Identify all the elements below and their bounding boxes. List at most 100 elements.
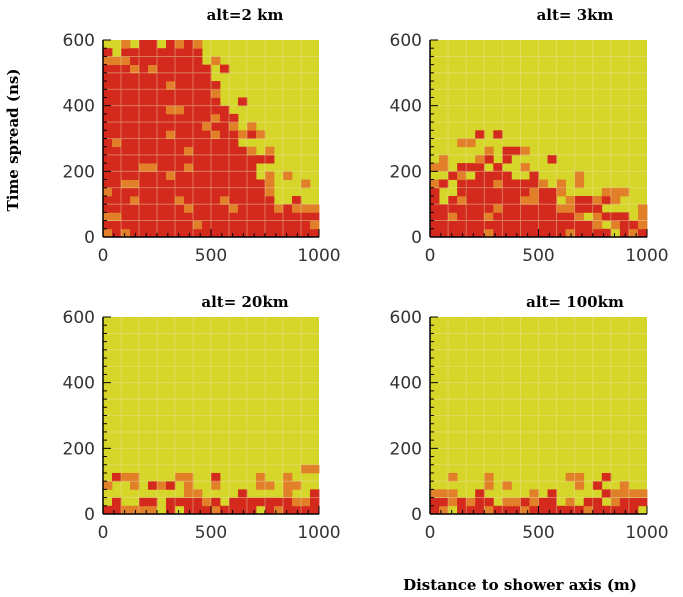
heatmap-cell	[175, 97, 185, 107]
heatmap-cell	[274, 204, 284, 213]
heatmap-cell	[148, 48, 158, 57]
heatmap-cell	[556, 220, 567, 230]
heatmap-cell	[247, 146, 257, 156]
heatmap-cell	[211, 163, 221, 172]
heatmap-cell	[130, 113, 140, 123]
heatmap-cell	[610, 212, 621, 221]
heatmap-cell	[301, 505, 311, 515]
heatmap-cell	[211, 105, 221, 115]
heatmap-cell	[157, 171, 167, 180]
heatmap-cell	[211, 97, 221, 107]
heatmap-cell	[430, 204, 440, 213]
heatmap-cell	[202, 497, 212, 507]
heatmap-cell	[139, 212, 149, 221]
heatmap-cell	[475, 195, 485, 205]
heatmap-cell	[202, 171, 212, 180]
heatmap-cell	[520, 228, 530, 238]
heatmap-cell	[430, 228, 440, 238]
heatmap-cell	[592, 204, 603, 213]
heatmap-cell	[157, 130, 167, 139]
heatmap-cell	[103, 171, 113, 180]
y-tick-label: 200	[390, 439, 422, 459]
heatmap-cell	[121, 146, 131, 156]
heatmap-cell	[247, 163, 257, 172]
heatmap-cell	[103, 89, 113, 98]
heatmap-cell	[628, 228, 639, 238]
heatmap-cell	[529, 171, 539, 180]
heatmap-cell	[121, 64, 131, 74]
heatmap-cell	[274, 212, 284, 221]
heatmap-cell	[247, 187, 257, 197]
heatmap-cell	[265, 228, 275, 238]
heatmap-cell	[130, 154, 140, 164]
heatmap-cell	[493, 228, 503, 238]
heatmap-cell	[220, 154, 230, 164]
heatmap-cell	[439, 505, 449, 515]
heatmap-cell	[529, 228, 539, 238]
heatmap-cell	[601, 505, 612, 515]
heatmap-cell	[238, 187, 248, 197]
heatmap-cell	[601, 195, 612, 205]
heatmap-cell	[583, 228, 594, 238]
heatmap-cell	[292, 505, 302, 515]
heatmap-cell	[511, 497, 521, 507]
heatmap-cell	[121, 48, 131, 57]
heatmap-cell	[229, 505, 239, 515]
heatmap-cell	[193, 228, 203, 238]
heatmap-cell	[139, 122, 149, 131]
heatmap-cell	[502, 505, 512, 515]
heatmap-cell	[265, 505, 275, 515]
heatmap-cell	[103, 505, 113, 515]
heatmap-cell	[457, 138, 467, 148]
heatmap-cell	[166, 187, 176, 197]
y-tick-label: 600	[63, 31, 95, 51]
heatmap-cell	[130, 163, 140, 172]
heatmap-cell	[112, 497, 122, 507]
heatmap-cell	[301, 228, 311, 238]
heatmap-cell	[103, 212, 113, 221]
heatmap-cell	[619, 212, 630, 221]
heatmap-cell	[121, 40, 131, 49]
heatmap-cell	[130, 195, 140, 205]
heatmap-cell	[574, 171, 585, 180]
x-axis-title: Distance to shower axis (m)	[403, 576, 637, 594]
heatmap-cell	[193, 212, 203, 221]
heatmap-cell	[520, 163, 530, 172]
heatmap-cell	[475, 187, 485, 197]
heatmap-cell	[484, 179, 494, 189]
heatmap-cell	[220, 195, 230, 205]
heatmap-cell	[166, 212, 176, 221]
heatmap-cells	[103, 40, 320, 238]
heatmap-cell	[538, 204, 548, 213]
heatmap-cell	[283, 472, 293, 482]
heatmap-cell	[175, 204, 185, 213]
heatmap-cell	[211, 171, 221, 180]
heatmap-cell	[202, 72, 212, 82]
heatmap-cell	[538, 187, 548, 197]
heatmap-cell	[493, 171, 503, 180]
heatmap-cell	[610, 195, 621, 205]
heatmap-cell	[184, 187, 194, 197]
heatmap-cell	[457, 505, 467, 515]
x-tick-label: 500	[522, 246, 554, 266]
heatmap-cell	[148, 130, 158, 139]
heatmap-cell	[112, 212, 122, 221]
heatmap-cell	[202, 163, 212, 172]
heatmap-cell	[157, 228, 167, 238]
heatmap-cell	[229, 497, 239, 507]
heatmap-cell	[238, 195, 248, 205]
heatmap-cell	[265, 187, 275, 197]
heatmap-cell	[103, 48, 113, 57]
heatmap-cell	[628, 220, 639, 230]
heatmap-cell	[238, 154, 248, 164]
heatmap-cell	[601, 489, 612, 498]
heatmap-cell	[148, 195, 158, 205]
heatmap-cell	[430, 489, 440, 498]
heatmap-cell	[238, 204, 248, 213]
heatmap-cell	[520, 220, 530, 230]
grid	[430, 317, 647, 514]
heatmap-cell	[130, 56, 140, 66]
heatmap-cell	[502, 497, 512, 507]
heatmap-cell	[484, 146, 494, 156]
heatmap-cell	[583, 195, 594, 205]
